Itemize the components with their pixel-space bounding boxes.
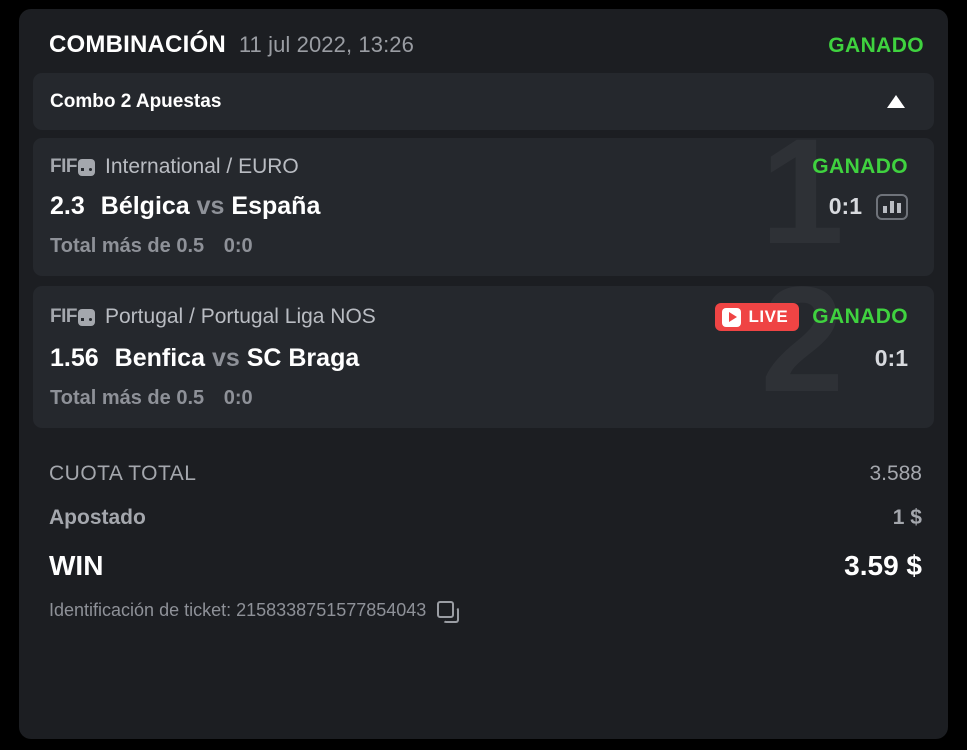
bet-league-row: FIF International / EURO GANADO bbox=[50, 155, 908, 179]
home-team: Bélgica bbox=[100, 192, 190, 220]
copy-icon[interactable] bbox=[437, 601, 460, 623]
stats-bar-1 bbox=[883, 205, 887, 213]
stats-bar-3 bbox=[897, 202, 901, 213]
selection-name: Total más de 0.5 bbox=[50, 235, 205, 257]
ticket-card: COMBINACIÓN 11 jul 2022, 13:26 GANADO Co… bbox=[19, 9, 948, 739]
win-label: WIN bbox=[49, 550, 104, 581]
gamepad-icon bbox=[78, 158, 95, 176]
bet-teams: Bélgica vs España bbox=[101, 192, 321, 221]
status-badge: GANADO bbox=[828, 34, 924, 57]
bet-teams: Benfica vs SC Braga bbox=[115, 344, 360, 373]
selection-name: Total más de 0.5 bbox=[50, 387, 205, 409]
live-badge[interactable]: LIVE bbox=[715, 303, 800, 331]
vs-label: vs bbox=[211, 344, 240, 372]
away-team: España bbox=[231, 192, 321, 220]
ticket-header: COMBINACIÓN 11 jul 2022, 13:26 GANADO bbox=[19, 9, 948, 73]
stake-value: 1 $ bbox=[892, 506, 922, 529]
selection-score: 0:0 bbox=[223, 235, 253, 257]
bet-match-row: 1.56 Benfica vs SC Braga 0:1 bbox=[50, 344, 908, 373]
selection-score: 0:0 bbox=[223, 387, 253, 409]
bet-odds: 2.3 bbox=[50, 192, 85, 220]
fifa-wordmark: FIF bbox=[50, 156, 78, 177]
stake-row: Apostado 1 $ bbox=[49, 496, 922, 540]
bet-selection-row: Total más de 0.5 0:0 bbox=[50, 387, 908, 410]
bet-score-group: 0:1 bbox=[875, 345, 908, 372]
combo-collapse-bar[interactable]: Combo 2 Apuestas bbox=[33, 73, 934, 130]
match-score: 0:1 bbox=[874, 345, 908, 371]
league-name: International / EURO bbox=[105, 155, 299, 178]
total-odds-label: CUOTA TOTAL bbox=[49, 462, 197, 485]
live-label: LIVE bbox=[748, 307, 789, 326]
play-icon bbox=[722, 307, 742, 327]
bet-odds: 1.56 bbox=[50, 344, 99, 372]
bet-selection-row: Total más de 0.5 0:0 bbox=[50, 235, 908, 258]
gamepad-icon bbox=[78, 308, 95, 326]
ticket-date: 11 jul 2022, 13:26 bbox=[238, 32, 414, 57]
home-team: Benfica bbox=[114, 344, 205, 372]
ticket-id-text: Identificación de ticket: 21583387515778… bbox=[49, 600, 427, 620]
league-name: Portugal / Portugal Liga NOS bbox=[105, 305, 376, 328]
bet-status-badge: GANADO bbox=[812, 155, 908, 178]
bet-status-badge: GANADO bbox=[812, 305, 908, 328]
away-team: SC Braga bbox=[246, 344, 360, 372]
stake-label: Apostado bbox=[49, 506, 146, 529]
total-odds-row: CUOTA TOTAL 3.588 bbox=[49, 452, 922, 496]
win-row: WIN 3.59 $ bbox=[49, 540, 922, 592]
totals-section: CUOTA TOTAL 3.588 Apostado 1 $ WIN 3.59 … bbox=[19, 438, 948, 623]
fifa-wordmark: FIF bbox=[50, 306, 78, 327]
triangle-up-icon[interactable] bbox=[884, 90, 908, 114]
vs-label: vs bbox=[196, 192, 225, 220]
triangle-up-glyph bbox=[887, 95, 905, 108]
bet-header-right: GANADO bbox=[812, 155, 908, 179]
bet-score-group: 0:1 bbox=[829, 193, 908, 220]
win-value: 3.59 $ bbox=[844, 550, 922, 581]
statistics-icon[interactable] bbox=[876, 193, 908, 220]
fifa-logo: FIF bbox=[50, 306, 95, 328]
bet-leg[interactable]: 1 FIF International / EURO GANADO 2.3 Bé… bbox=[33, 138, 934, 276]
page-title: COMBINACIÓN bbox=[49, 31, 226, 58]
match-score: 0:1 bbox=[828, 193, 862, 219]
stats-bar-2 bbox=[890, 200, 894, 213]
ticket-id-row: Identificación de ticket: 21583387515778… bbox=[49, 592, 922, 623]
bet-header-right: LIVE GANADO bbox=[715, 303, 908, 331]
total-odds-value: 3.588 bbox=[869, 462, 922, 485]
bet-league-row: FIF Portugal / Portugal Liga NOS LIVE GA… bbox=[50, 303, 908, 331]
fifa-logo: FIF bbox=[50, 156, 95, 178]
bet-leg[interactable]: 2 FIF Portugal / Portugal Liga NOS LIVE … bbox=[33, 286, 934, 428]
combo-label: Combo 2 Apuestas bbox=[50, 90, 222, 112]
bet-match-row: 2.3 Bélgica vs España 0:1 bbox=[50, 192, 908, 221]
